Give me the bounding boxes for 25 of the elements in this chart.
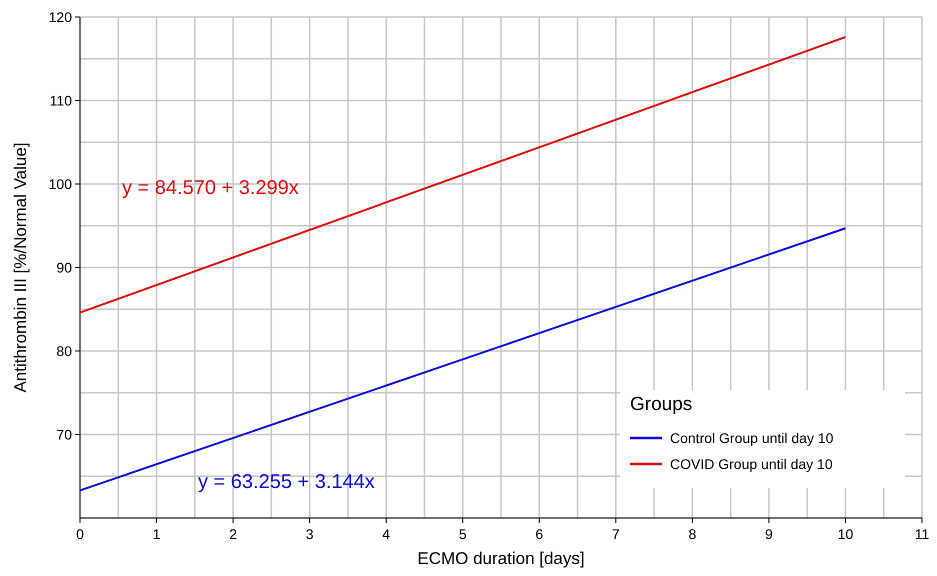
x-axis-title: ECMO duration [days] — [417, 549, 585, 568]
x-tick-label: 4 — [382, 526, 390, 542]
x-tick-label: 1 — [152, 526, 161, 542]
legend-label: Control Group until day 10 — [670, 430, 834, 446]
x-tick-label: 6 — [535, 526, 544, 542]
x-tick-label: 11 — [914, 526, 930, 542]
x-tick-label: 2 — [229, 526, 238, 542]
annotation: y = 84.570 + 3.299x — [122, 177, 299, 199]
y-tick-label: 110 — [50, 92, 72, 108]
legend-label: COVID Group until day 10 — [670, 456, 833, 472]
x-tick-label: 3 — [306, 526, 314, 542]
x-tick-label: 5 — [458, 526, 467, 542]
legend-title: Groups — [630, 394, 692, 415]
y-tick-label: 90 — [56, 260, 72, 276]
y-tick-label: 70 — [56, 426, 72, 442]
x-tick-label: 7 — [612, 526, 620, 542]
y-tick-label: 100 — [48, 176, 72, 192]
annotation: y = 63.255 + 3.144x — [198, 471, 375, 493]
y-tick-label: 80 — [56, 343, 72, 359]
x-tick-label: 9 — [765, 526, 774, 542]
y-tick-label: 120 — [48, 9, 72, 25]
x-tick-label: 10 — [838, 526, 854, 542]
x-tick-label: 8 — [688, 526, 696, 542]
x-tick-label: 0 — [76, 526, 84, 542]
y-axis-title: Antithrombin III [%/Normal Value] — [11, 142, 30, 393]
